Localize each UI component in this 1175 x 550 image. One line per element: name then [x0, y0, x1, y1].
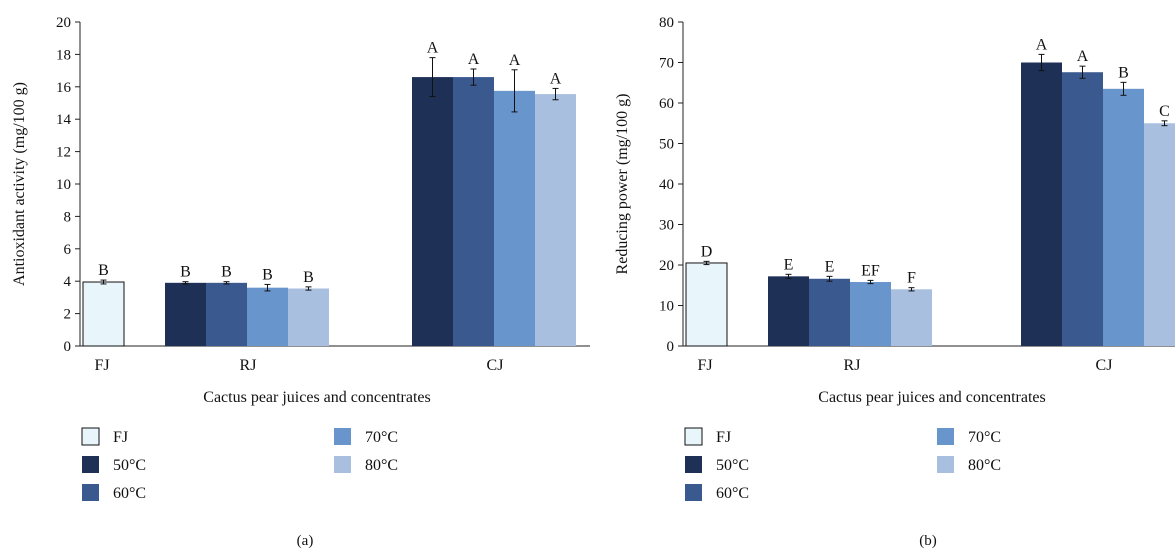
legend-swatch-FJ [684, 427, 703, 446]
bar-FJ-FJ [82, 281, 125, 347]
significance-letter: A [550, 70, 562, 87]
x-category-label: CJ [1096, 357, 1113, 374]
y-tick-label: 10 [56, 177, 71, 193]
y-tick-label: 40 [659, 177, 674, 193]
legend-swatch-60C [82, 484, 99, 501]
bar-RJ-80C [288, 288, 329, 346]
y-axis-label: Reducing power (mg/100 g) [614, 94, 631, 275]
legend-label: 70°C [365, 429, 398, 446]
bar-RJ-80C [891, 289, 932, 346]
bar-CJ-50C [412, 77, 453, 346]
bar-RJ-50C [165, 282, 206, 346]
legend: FJ 50°C 60°C 70°C 80°C [81, 427, 398, 502]
significance-letter: B [303, 269, 314, 286]
significance-letter: A [1077, 48, 1089, 65]
significance-letter: A [427, 40, 439, 57]
significance-letter: B [180, 264, 191, 281]
legend-swatch-70C [937, 428, 954, 445]
x-axis-label: Cactus pear juices and concentrates [818, 389, 1045, 406]
significance-letter: F [907, 270, 916, 287]
y-tick-label: 20 [56, 15, 71, 31]
legend-swatch-80C [937, 456, 954, 473]
y-tick-label: 10 [659, 299, 674, 315]
significance-letter: B [221, 264, 232, 281]
bar-RJ-70C [247, 287, 288, 346]
bar-CJ-60C [453, 77, 494, 346]
significance-letter: E [825, 258, 835, 275]
y-tick-label: 0 [667, 339, 675, 355]
y-tick-label: 20 [659, 258, 674, 274]
y-axis-label: Antioxidant activity (mg/100 g) [11, 82, 28, 286]
bar-RJ-60C [809, 278, 850, 346]
significance-letter: A [1036, 36, 1048, 53]
bar-RJ-60C [206, 282, 247, 346]
legend: FJ 50°C 60°C 70°C 80°C [684, 427, 1001, 502]
y-tick-label: 8 [64, 209, 72, 225]
bar-RJ-70C [850, 282, 891, 346]
bar-CJ-60C [1062, 72, 1103, 346]
legend-swatch-FJ [81, 427, 100, 446]
x-category-label: CJ [487, 357, 504, 374]
y-tick-label: 12 [56, 145, 71, 161]
legend-swatch-80C [334, 456, 351, 473]
legend-label: FJ [716, 429, 731, 446]
legend-label: 80°C [365, 457, 398, 474]
bar-CJ-50C [1021, 62, 1062, 346]
significance-letter: B [1118, 64, 1129, 81]
x-category-label: FJ [94, 357, 109, 374]
y-tick-label: 2 [64, 307, 72, 323]
bar-CJ-80C [535, 94, 576, 346]
x-category-label: RJ [240, 357, 257, 374]
y-tick-label: 4 [64, 274, 72, 290]
significance-letter: EF [861, 262, 880, 279]
significance-letter: B [98, 262, 109, 279]
significance-letter: A [468, 51, 480, 68]
y-tick-label: 16 [56, 80, 72, 96]
bar-FJ-FJ [685, 262, 728, 347]
x-axis-label: Cactus pear juices and concentrates [203, 389, 430, 406]
bar-RJ-50C [768, 276, 809, 346]
y-tick-label: 30 [659, 218, 674, 234]
legend-label: 60°C [716, 485, 749, 502]
y-tick-label: 60 [659, 96, 674, 112]
legend-label: 80°C [968, 457, 1001, 474]
significance-letter: B [262, 266, 273, 283]
panel-label: (b) [919, 533, 937, 549]
y-tick-label: 6 [64, 242, 72, 258]
significance-letter: E [784, 256, 794, 273]
x-category-label: RJ [844, 357, 861, 374]
legend-swatch-50C [82, 456, 99, 473]
legend-swatch-70C [334, 428, 351, 445]
legend-label: 50°C [113, 457, 146, 474]
legend-label: FJ [113, 429, 128, 446]
y-tick-label: 80 [659, 15, 674, 31]
bar-CJ-70C [494, 90, 535, 346]
legend-label: 60°C [113, 485, 146, 502]
y-tick-label: 18 [56, 47, 71, 63]
significance-letter: C [1159, 103, 1170, 120]
significance-letter: D [701, 243, 713, 260]
y-tick-label: 50 [659, 137, 674, 153]
chart-panel-a: 0 2 4 6 8 10 12 14 16 18 20 Antioxidant activity (m… [11, 15, 590, 549]
x-category-label: FJ [697, 357, 712, 374]
legend-swatch-60C [685, 484, 702, 501]
legend-label: 70°C [968, 429, 1001, 446]
y-tick-label: 14 [56, 112, 72, 128]
significance-letter: A [509, 52, 521, 69]
bar-CJ-80C [1144, 123, 1175, 346]
y-tick-label: 70 [659, 56, 674, 72]
chart-panel-b: 0 10 20 30 40 50 60 70 80 Reducing power (mg/100 … [614, 15, 1175, 549]
bar-CJ-70C [1103, 88, 1144, 346]
legend-label: 50°C [716, 457, 749, 474]
panel-label: (a) [297, 533, 314, 549]
legend-swatch-50C [685, 456, 702, 473]
y-tick-label: 0 [64, 339, 72, 355]
